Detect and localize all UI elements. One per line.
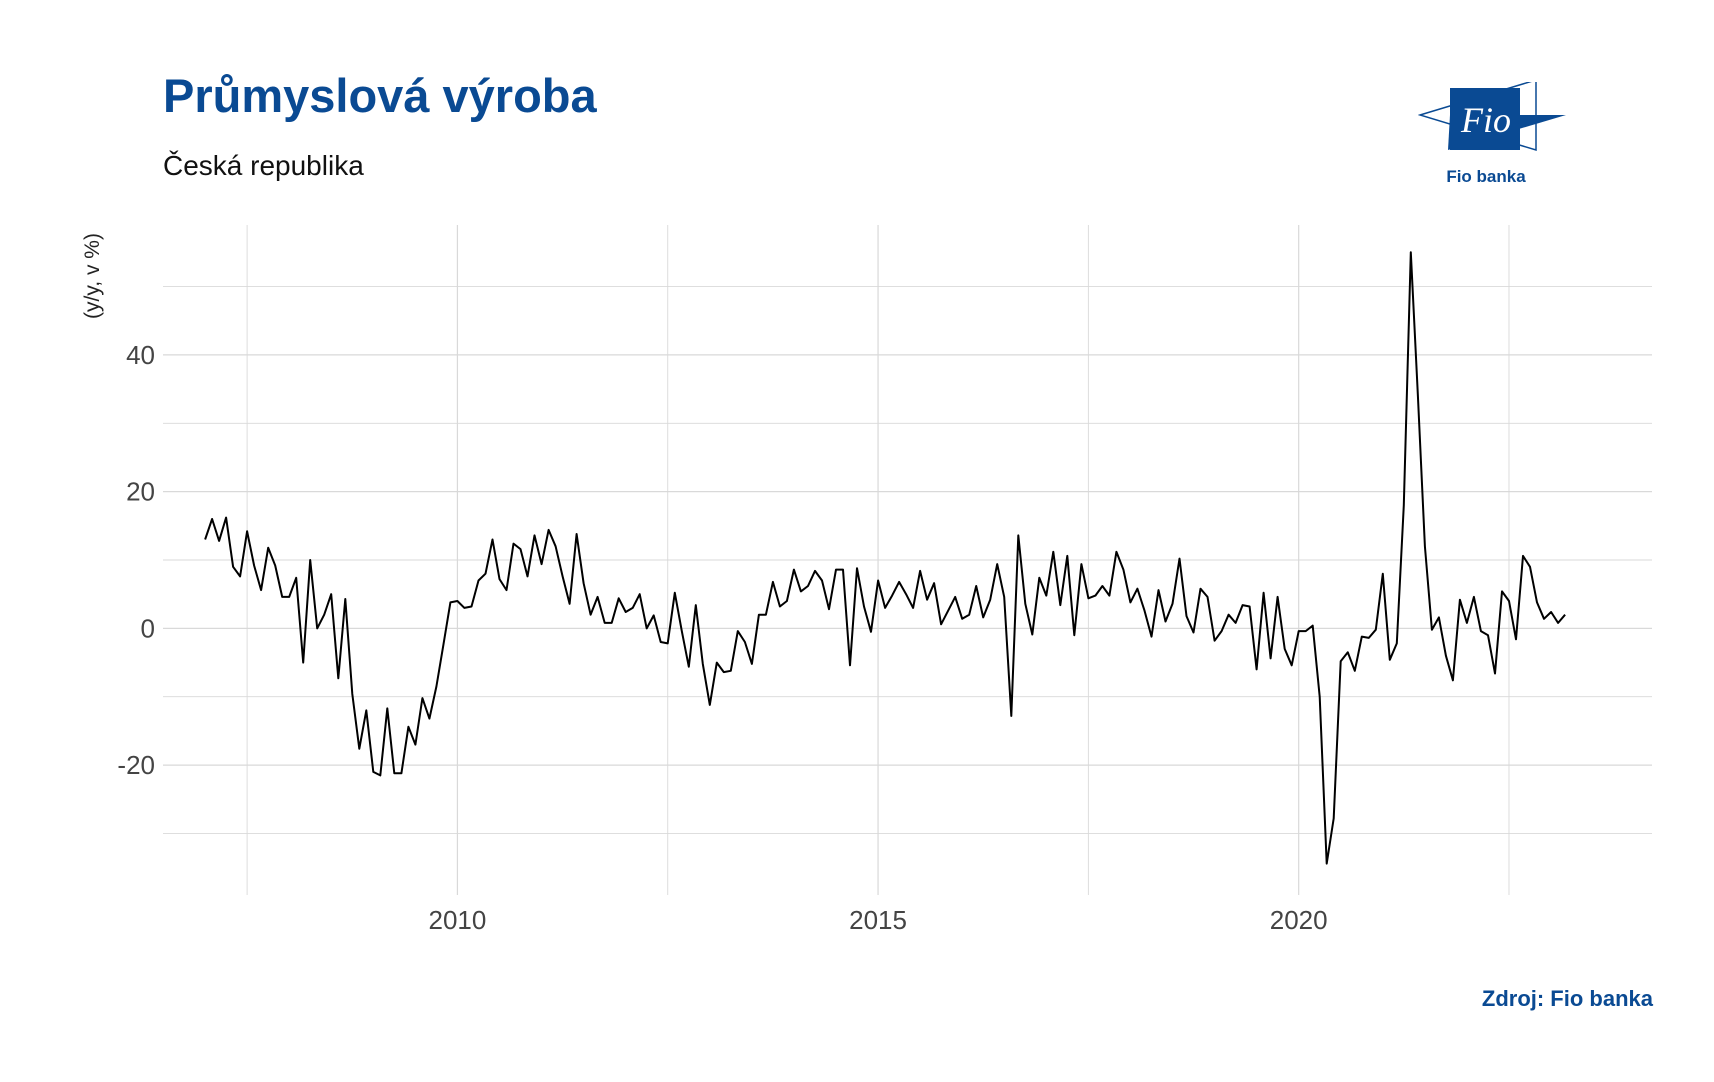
logo-square: [1450, 88, 1520, 150]
x-tick-label: 2010: [429, 905, 487, 935]
y-tick-labels: -20 0 20 40: [117, 340, 155, 780]
chart-subtitle: Česká republika: [163, 150, 364, 181]
source-note: Zdroj: Fio banka: [1481, 986, 1653, 1011]
series-line: [204, 251, 1566, 865]
y-tick-label: 40: [126, 340, 155, 370]
fio-banka-logo: Fio Fio banka: [1418, 82, 1566, 186]
line-chart: -20 0 20 40 2010 2015 2020 (y/y, v %): [81, 225, 1652, 935]
y-axis-label: (y/y, v %): [81, 233, 104, 319]
y-tick-label: 0: [141, 613, 155, 643]
chart-title: Průmyslová výroba: [163, 69, 597, 122]
x-tick-label: 2020: [1270, 905, 1328, 935]
x-tick-labels: 2010 2015 2020: [429, 905, 1328, 935]
grid-lines: [163, 225, 1652, 895]
logo-caption: Fio banka: [1446, 167, 1526, 186]
x-tick-label: 2015: [849, 905, 907, 935]
y-tick-label: -20: [117, 750, 155, 780]
y-tick-label: 20: [126, 477, 155, 507]
logo-mark-text: Fio: [1460, 100, 1511, 140]
